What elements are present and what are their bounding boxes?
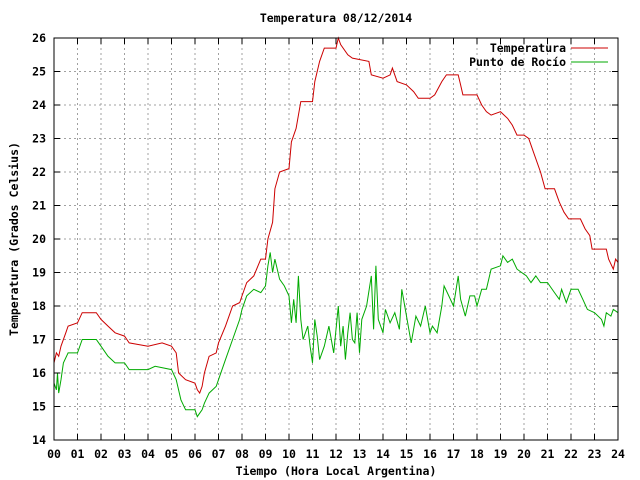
y-axis-title: Temperatura (Grados Celsius) bbox=[7, 142, 21, 336]
x-tick-label: 16 bbox=[423, 447, 437, 461]
x-tick-labels: 00 01 02 03 04 05 06 07 08 09 10 11 12 13 14 15 16 17 18 19… bbox=[47, 447, 625, 461]
x-tick-label: 01 bbox=[71, 447, 85, 461]
x-tick-label: 22 bbox=[564, 447, 578, 461]
series-line-temperatura bbox=[53, 36, 619, 395]
x-tick-label: 09 bbox=[259, 447, 273, 461]
x-tick-label: 07 bbox=[212, 447, 226, 461]
x-tick-label: 11 bbox=[306, 447, 320, 461]
y-tick-label: 21 bbox=[32, 199, 46, 213]
x-axis-title: Tiempo (Hora Local Argentina) bbox=[236, 464, 437, 478]
y-tick-label: 15 bbox=[32, 400, 46, 414]
x-tick-label: 24 bbox=[611, 447, 625, 461]
y-tick-label: 20 bbox=[32, 232, 46, 246]
legend: Temperatura Punto de Rocío bbox=[469, 41, 608, 69]
x-tick-label: 15 bbox=[400, 447, 414, 461]
y-tick-label: 17 bbox=[32, 333, 46, 347]
y-tick-label: 24 bbox=[32, 98, 46, 112]
y-tick-labels: 14 15 16 17 18 19 20 21 22 23 24 25 26 bbox=[32, 31, 46, 447]
y-tick-label: 16 bbox=[32, 366, 46, 380]
x-tick-label: 12 bbox=[329, 447, 343, 461]
x-tick-label: 04 bbox=[141, 447, 155, 461]
x-tick-label: 17 bbox=[447, 447, 461, 461]
y-tick-label: 14 bbox=[32, 433, 46, 447]
x-tick-label: 20 bbox=[517, 447, 531, 461]
x-tick-label: 06 bbox=[188, 447, 202, 461]
axis-ticks bbox=[53, 37, 619, 441]
series-lines bbox=[53, 36, 619, 418]
x-tick-label: 03 bbox=[118, 447, 132, 461]
x-tick-label: 14 bbox=[376, 447, 390, 461]
grid bbox=[54, 38, 618, 440]
legend-label-temperatura: Temperatura bbox=[490, 41, 566, 55]
x-tick-label: 19 bbox=[494, 447, 508, 461]
y-tick-label: 23 bbox=[32, 132, 46, 146]
x-tick-label: 02 bbox=[94, 447, 108, 461]
legend-label-punto-de-rocio: Punto de Rocío bbox=[469, 55, 566, 69]
x-tick-label: 13 bbox=[353, 447, 367, 461]
y-tick-label: 25 bbox=[32, 65, 46, 79]
y-tick-label: 26 bbox=[32, 31, 46, 45]
x-tick-label: 05 bbox=[165, 447, 179, 461]
series-line-punto-de-rocio bbox=[53, 252, 619, 418]
y-tick-label: 18 bbox=[32, 299, 46, 313]
x-tick-label: 00 bbox=[47, 447, 61, 461]
chart-title: Temperatura 08/12/2014 bbox=[260, 11, 412, 25]
x-tick-label: 23 bbox=[588, 447, 602, 461]
y-tick-label: 22 bbox=[32, 165, 46, 179]
x-tick-label: 21 bbox=[541, 447, 555, 461]
y-tick-label: 19 bbox=[32, 266, 46, 280]
x-tick-label: 08 bbox=[235, 447, 249, 461]
x-tick-label: 18 bbox=[470, 447, 484, 461]
x-tick-label: 10 bbox=[282, 447, 296, 461]
